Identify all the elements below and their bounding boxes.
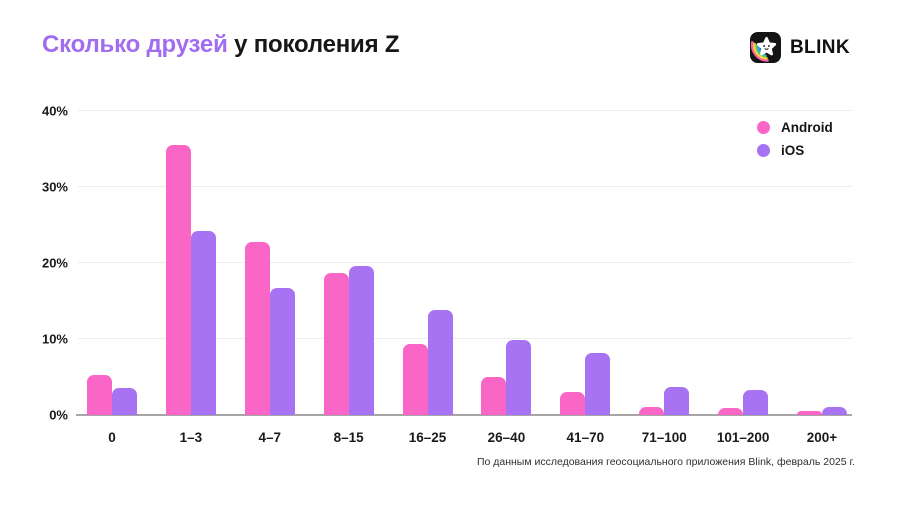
chart-legend: Android iOS (757, 119, 833, 159)
bar-ios-26–40 (506, 339, 532, 415)
page-title-highlight: Сколько друзей (42, 31, 228, 58)
x-axis-category-label: 0 (108, 430, 116, 445)
bar-ios-41–70 (585, 353, 611, 415)
x-axis-category-label: 1–3 (179, 430, 203, 445)
page-title: Сколько друзей у поколения Z (42, 31, 400, 59)
legend-item-ios: iOS (757, 142, 833, 159)
y-axis-tick-label: 0% (49, 407, 68, 423)
bar-android-8–15 (323, 272, 349, 415)
bar-android-4–7 (244, 242, 270, 415)
bar-ios-8–15 (348, 266, 374, 415)
gridline-30 (78, 186, 852, 187)
x-axis-category-label: 4–7 (258, 430, 282, 445)
x-axis-category-label: 16–25 (408, 430, 447, 445)
bar-android-1–3 (165, 145, 191, 415)
y-axis-tick-label: 10% (41, 331, 68, 347)
bar-android-26–40 (481, 377, 507, 415)
x-axis-category-label: 200+ (806, 430, 838, 445)
brand-name: BLINK (789, 36, 850, 58)
bar-ios-0 (112, 388, 137, 415)
y-axis-tick-label: 20% (41, 255, 68, 271)
legend-dot-android (757, 121, 770, 134)
x-axis-category-label: 41–70 (566, 430, 605, 445)
bar-ios-200+ (822, 407, 847, 415)
x-axis-category-label: 101–200 (716, 430, 770, 445)
bar-android-101–200 (718, 408, 744, 415)
bar-ios-101–200 (743, 389, 769, 415)
gridline-10 (78, 338, 852, 339)
page-title-rest: у поколения Z (227, 31, 400, 58)
legend-label-android: Android (781, 120, 833, 135)
blink-app-icon (749, 32, 781, 63)
bar-android-71–100 (639, 406, 665, 415)
plot-area: 0% 10% 20% 30% 40% 0 1–3 4–7 8–15 16–25 26–40 41–70… (42, 105, 852, 445)
gridline-40 (78, 110, 852, 111)
x-axis-category-label: 8–15 (333, 430, 364, 445)
legend-label-ios: iOS (781, 143, 805, 158)
bar-ios-1–3 (190, 231, 216, 415)
y-axis-tick-label: 30% (41, 179, 68, 195)
bar-android-0 (87, 374, 112, 415)
legend-item-android: Android (757, 119, 833, 136)
legend-dot-ios (757, 144, 770, 157)
gridline-20 (78, 262, 852, 263)
bar-android-16–25 (402, 343, 428, 415)
bar-android-200+ (797, 411, 822, 415)
y-axis-tick-label: 40% (41, 103, 68, 119)
bar-ios-71–100 (664, 386, 690, 415)
x-axis-line (76, 414, 852, 416)
x-axis-category-label: 26–40 (487, 430, 526, 445)
x-axis-category-label: 71–100 (641, 430, 687, 445)
source-note: По данным исследования геосоциального пр… (476, 456, 855, 468)
bar-android-41–70 (560, 392, 586, 415)
bar-ios-16–25 (427, 310, 453, 415)
brand-logo: BLINK (749, 32, 850, 63)
bar-ios-4–7 (269, 288, 295, 415)
